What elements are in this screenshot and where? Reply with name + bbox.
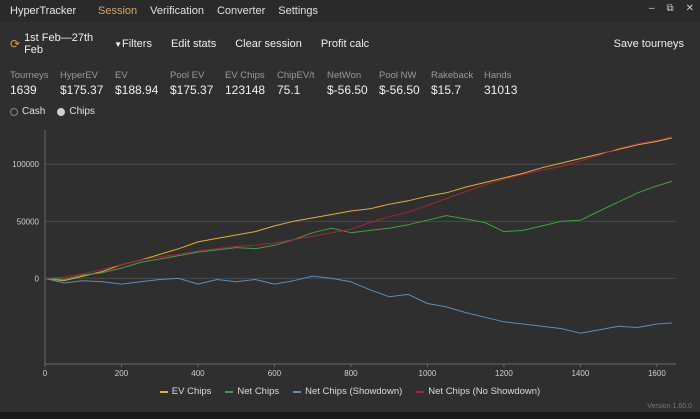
x-tick-label: 1400 bbox=[571, 369, 589, 378]
clear-session-button[interactable]: Clear session bbox=[235, 38, 302, 50]
stat-label: Tourneys bbox=[10, 70, 49, 81]
minimize-icon[interactable]: – bbox=[648, 3, 655, 14]
stat-value: $188.94 bbox=[115, 83, 159, 97]
legend-ev-chips[interactable]: EV Chips bbox=[159, 386, 212, 397]
x-tick-label: 600 bbox=[268, 369, 282, 378]
stat-ev: EV $188.94 bbox=[115, 70, 170, 97]
stat-label: ChipEV/t bbox=[277, 70, 315, 81]
legend-swatch bbox=[159, 390, 168, 393]
stat-label: NetWon bbox=[327, 70, 362, 81]
stat-ev-chips: EV Chips 123148 bbox=[225, 70, 277, 97]
menu-converter[interactable]: Converter bbox=[216, 5, 266, 17]
y-tick-label: 50000 bbox=[17, 217, 40, 226]
stats-bar: Tourneys 1639 HyperEV $175.37 EV $188.94… bbox=[10, 70, 534, 97]
mode-toggle: Cash Chips bbox=[10, 106, 95, 117]
stat-hyperev: HyperEV $175.37 bbox=[60, 70, 115, 97]
x-tick-label: 200 bbox=[115, 369, 129, 378]
taskbar bbox=[0, 412, 700, 419]
x-tick-label: 1200 bbox=[495, 369, 513, 378]
radio-label: Cash bbox=[22, 106, 46, 117]
chips-chart: 0 50000 100000 0 200 400 600 800 1000 1200 1400 160… bbox=[12, 130, 676, 378]
radio-dot bbox=[10, 107, 18, 116]
stat-pool-ev: Pool EV $175.37 bbox=[170, 70, 225, 97]
refresh-icon[interactable]: ⟳ bbox=[10, 37, 21, 51]
legend-net-chips-showdown[interactable]: Net Chips (Showdown) bbox=[293, 386, 402, 397]
stat-value: $15.7 bbox=[431, 83, 462, 97]
maximize-icon[interactable]: ⧉ bbox=[666, 3, 674, 14]
stat-rakeback: Rakeback $15.7 bbox=[431, 70, 484, 97]
series-line-4 bbox=[44, 136, 672, 279]
chart-legend: EV Chips Net Chips Net Chips (Showdown) … bbox=[0, 386, 700, 397]
stat-value: $-56.50 bbox=[379, 83, 420, 97]
stat-value: $-56.50 bbox=[327, 83, 368, 97]
toolbar: ⟳ 1st Feb—27th Feb ▼ Filters Edit stats … bbox=[0, 32, 700, 56]
date-range-label: 1st Feb—27th Feb bbox=[24, 32, 94, 56]
stat-label: Hands bbox=[484, 70, 512, 81]
filters-button[interactable]: Filters bbox=[122, 38, 152, 50]
x-tick-label: 800 bbox=[344, 369, 358, 378]
menu-session[interactable]: Session bbox=[98, 5, 138, 17]
chips-radio[interactable]: Chips bbox=[57, 106, 95, 117]
stat-label: EV bbox=[115, 70, 128, 81]
legend-swatch bbox=[225, 390, 234, 393]
stat-value: 123148 bbox=[225, 83, 266, 97]
legend-net-chips-no-showdown[interactable]: Net Chips (No Showdown) bbox=[416, 386, 540, 397]
title-bar: HyperTracker Session Verification Conver… bbox=[0, 0, 700, 22]
series-line-2 bbox=[44, 180, 672, 280]
stat-value: 31013 bbox=[484, 83, 518, 97]
radio-dot-selected bbox=[57, 107, 66, 116]
save-tourneys-button[interactable]: Save tourneys bbox=[613, 38, 684, 50]
cash-radio[interactable]: Cash bbox=[10, 106, 45, 117]
series-line-1 bbox=[44, 137, 672, 282]
legend-label: Net Chips (Showdown) bbox=[305, 386, 403, 397]
app-title: HyperTracker bbox=[10, 5, 77, 17]
stat-value: 75.1 bbox=[277, 83, 301, 97]
legend-net-chips[interactable]: Net Chips bbox=[225, 386, 279, 397]
legend-label: Net Chips (No Showdown) bbox=[428, 386, 541, 397]
legend-swatch bbox=[416, 390, 425, 393]
y-tick-label: 0 bbox=[35, 274, 40, 283]
x-tick-label: 1600 bbox=[648, 369, 666, 378]
close-icon[interactable]: ✕ bbox=[685, 3, 694, 14]
menu-verification[interactable]: Verification bbox=[150, 5, 204, 17]
y-tick-label: 100000 bbox=[12, 160, 39, 169]
version-label: Version 1.60.0 bbox=[647, 403, 692, 410]
x-tick-label: 0 bbox=[43, 369, 48, 378]
legend-label: Net Chips bbox=[237, 386, 280, 397]
date-range-selector[interactable]: ⟳ 1st Feb—27th Feb ▼ bbox=[10, 32, 122, 56]
edit-stats-button[interactable]: Edit stats bbox=[170, 38, 217, 50]
series-line-3 bbox=[44, 275, 672, 334]
stat-netwon: NetWon $-56.50 bbox=[327, 70, 379, 97]
stat-label: Pool NW bbox=[379, 70, 417, 81]
menu-settings[interactable]: Settings bbox=[278, 5, 318, 17]
stat-label: Rakeback bbox=[431, 70, 474, 81]
chevron-down-icon[interactable]: ▼ bbox=[114, 39, 122, 49]
stat-label: HyperEV bbox=[60, 70, 99, 81]
stat-value: $175.37 bbox=[170, 83, 214, 97]
stat-label: EV Chips bbox=[225, 70, 265, 81]
stat-label: Pool EV bbox=[170, 70, 205, 81]
stat-chipev-per-t: ChipEV/t 75.1 bbox=[277, 70, 327, 97]
radio-label: Chips bbox=[69, 106, 95, 117]
legend-swatch bbox=[293, 390, 302, 393]
legend-label: EV Chips bbox=[171, 386, 212, 397]
x-tick-label: 1000 bbox=[419, 369, 437, 378]
window-controls: – ⧉ ✕ bbox=[649, 3, 694, 14]
stat-tourneys: Tourneys 1639 bbox=[10, 70, 60, 97]
stat-hands: Hands 31013 bbox=[484, 70, 534, 97]
profit-calc-button[interactable]: Profit calc bbox=[320, 38, 370, 50]
stat-value: 1639 bbox=[10, 83, 37, 97]
stat-pool-nw: Pool NW $-56.50 bbox=[379, 70, 431, 97]
stat-value: $175.37 bbox=[60, 83, 104, 97]
main-menu: Session Verification Converter Settings bbox=[98, 5, 318, 17]
x-tick-label: 400 bbox=[191, 369, 205, 378]
